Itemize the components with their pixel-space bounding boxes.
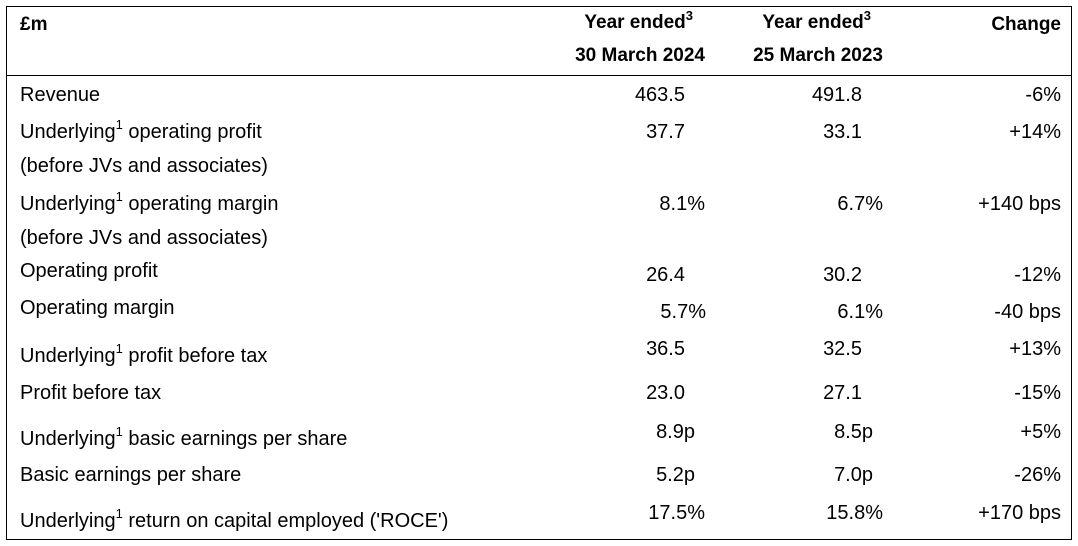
unit-header: £m: [20, 14, 48, 35]
row-label: Underlying1 return on capital employed (…: [20, 506, 449, 532]
col-2024-header-line2: 30 March 2024: [575, 45, 705, 66]
row-label: Revenue: [20, 84, 101, 106]
value-2024: 5.2p: [656, 464, 695, 486]
change-value: +14%: [1009, 121, 1061, 143]
row-label: Underlying1 operating profit: [20, 117, 262, 143]
value-2023: 7.0p: [834, 464, 873, 486]
value-2024: 5.7%: [660, 301, 706, 323]
value-2023: 8.5p: [834, 421, 873, 443]
col-2023-header-line1: Year ended3: [762, 7, 871, 33]
change-value: +170 bps: [978, 502, 1061, 524]
row-label: Underlying1 basic earnings per share: [20, 424, 348, 450]
value-2024: 37.7: [646, 121, 685, 143]
financial-summary-table: £m Year ended3 30 March 2024 Year ended3…: [6, 6, 1072, 540]
row-label-line2: (before JVs and associates): [20, 227, 268, 249]
value-2023: 33.1: [823, 121, 862, 143]
value-2023: 15.8%: [826, 502, 883, 524]
value-2024: 8.1%: [659, 193, 705, 215]
row-label-line2: (before JVs and associates): [20, 155, 268, 177]
row-label: Underlying1 operating margin: [20, 189, 279, 215]
change-value: -40 bps: [994, 301, 1061, 323]
change-value: -26%: [1014, 464, 1061, 486]
value-2024: 17.5%: [648, 502, 705, 524]
change-value: +140 bps: [978, 193, 1061, 215]
value-2023: 6.1%: [837, 301, 883, 323]
change-value: +13%: [1009, 338, 1061, 360]
value-2024: 8.9p: [656, 421, 695, 443]
value-2023: 32.5: [823, 338, 862, 360]
change-value: +5%: [1020, 421, 1061, 443]
col-2023-header-line2: 25 March 2023: [753, 45, 883, 66]
value-2024: 36.5: [646, 338, 685, 360]
value-2023: 27.1: [823, 382, 862, 404]
value-2023: 6.7%: [837, 193, 883, 215]
row-label: Operating profit: [20, 260, 158, 282]
change-value: -6%: [1025, 84, 1061, 106]
value-2024: 463.5: [634, 84, 685, 106]
row-label: Basic earnings per share: [20, 464, 242, 486]
change-header: Change: [991, 14, 1061, 35]
value-2024: 23.0: [646, 382, 685, 404]
value-2023: 30.2: [823, 264, 862, 286]
row-label: Operating margin: [20, 297, 175, 319]
change-value: -15%: [1014, 382, 1061, 404]
row-label: Underlying1 profit before tax: [20, 341, 268, 367]
table-header: £m Year ended3 30 March 2024 Year ended3…: [7, 7, 1071, 76]
value-2024: 26.4: [646, 264, 685, 286]
value-2023: 491.8: [811, 84, 862, 106]
change-value: -12%: [1014, 264, 1061, 286]
col-2024-header-line1: Year ended3: [584, 7, 693, 33]
row-label: Profit before tax: [20, 382, 162, 404]
